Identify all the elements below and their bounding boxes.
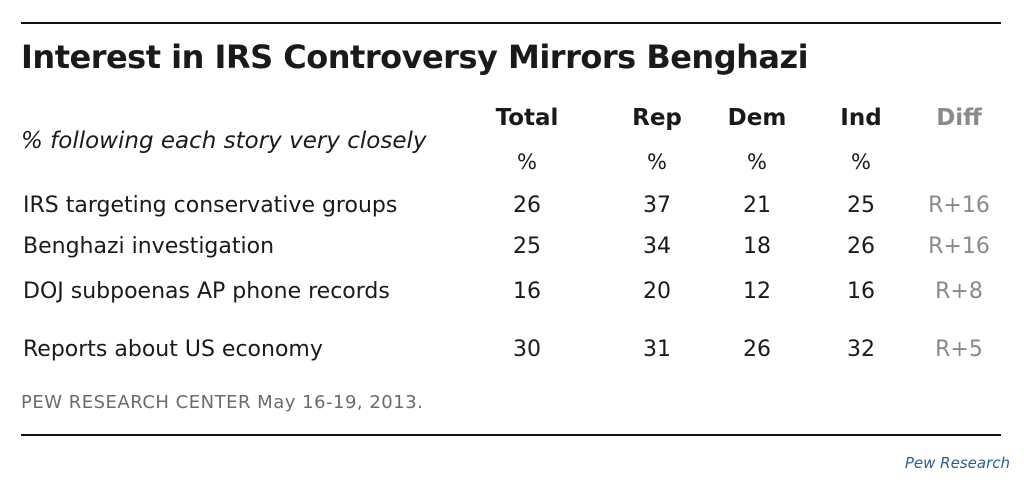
cell-benghazi-total: 25	[513, 234, 541, 259]
cell-doj-dem: 12	[743, 279, 771, 304]
chart-title: Interest in IRS Controversy Mirrors Beng…	[21, 38, 809, 76]
cell-economy-rep: 31	[643, 337, 671, 362]
image-credit: Pew Research	[904, 454, 1010, 472]
cell-economy-dem: 26	[743, 337, 771, 362]
column-header-ind: Ind	[840, 105, 882, 131]
cell-doj-ind: 16	[847, 279, 875, 304]
cell-irs-rep: 37	[643, 193, 671, 218]
cell-irs-dem: 21	[743, 193, 771, 218]
cell-doj-total: 16	[513, 279, 541, 304]
cell-benghazi-ind: 26	[847, 234, 875, 259]
row-label-benghazi: Benghazi investigation	[23, 234, 275, 259]
unit-ind: %	[851, 150, 871, 174]
row-label-irs: IRS targeting conservative groups	[23, 193, 398, 218]
cell-benghazi-rep: 34	[643, 234, 671, 259]
cell-benghazi-diff: R+16	[928, 234, 990, 259]
column-header-total: Total	[495, 105, 559, 131]
column-header-rep: Rep	[632, 105, 682, 131]
chart-subtitle: % following each story very closely	[21, 128, 427, 154]
cell-irs-total: 26	[513, 193, 541, 218]
top-rule	[21, 22, 1001, 24]
row-label-economy: Reports about US economy	[23, 337, 323, 362]
cell-irs-diff: R+16	[928, 193, 990, 218]
cell-irs-ind: 25	[847, 193, 875, 218]
cell-benghazi-dem: 18	[743, 234, 771, 259]
cell-doj-diff: R+8	[935, 279, 983, 304]
unit-dem: %	[747, 150, 767, 174]
bottom-rule	[21, 434, 1001, 436]
cell-economy-diff: R+5	[935, 337, 983, 362]
column-header-diff: Diff	[936, 105, 982, 131]
cell-economy-ind: 32	[847, 337, 875, 362]
source-note: PEW RESEARCH CENTER May 16-19, 2013.	[21, 392, 424, 413]
row-label-doj: DOJ subpoenas AP phone records	[23, 279, 390, 304]
unit-total: %	[517, 150, 537, 174]
cell-economy-total: 30	[513, 337, 541, 362]
column-header-dem: Dem	[727, 105, 787, 131]
cell-doj-rep: 20	[643, 279, 671, 304]
unit-rep: %	[647, 150, 667, 174]
